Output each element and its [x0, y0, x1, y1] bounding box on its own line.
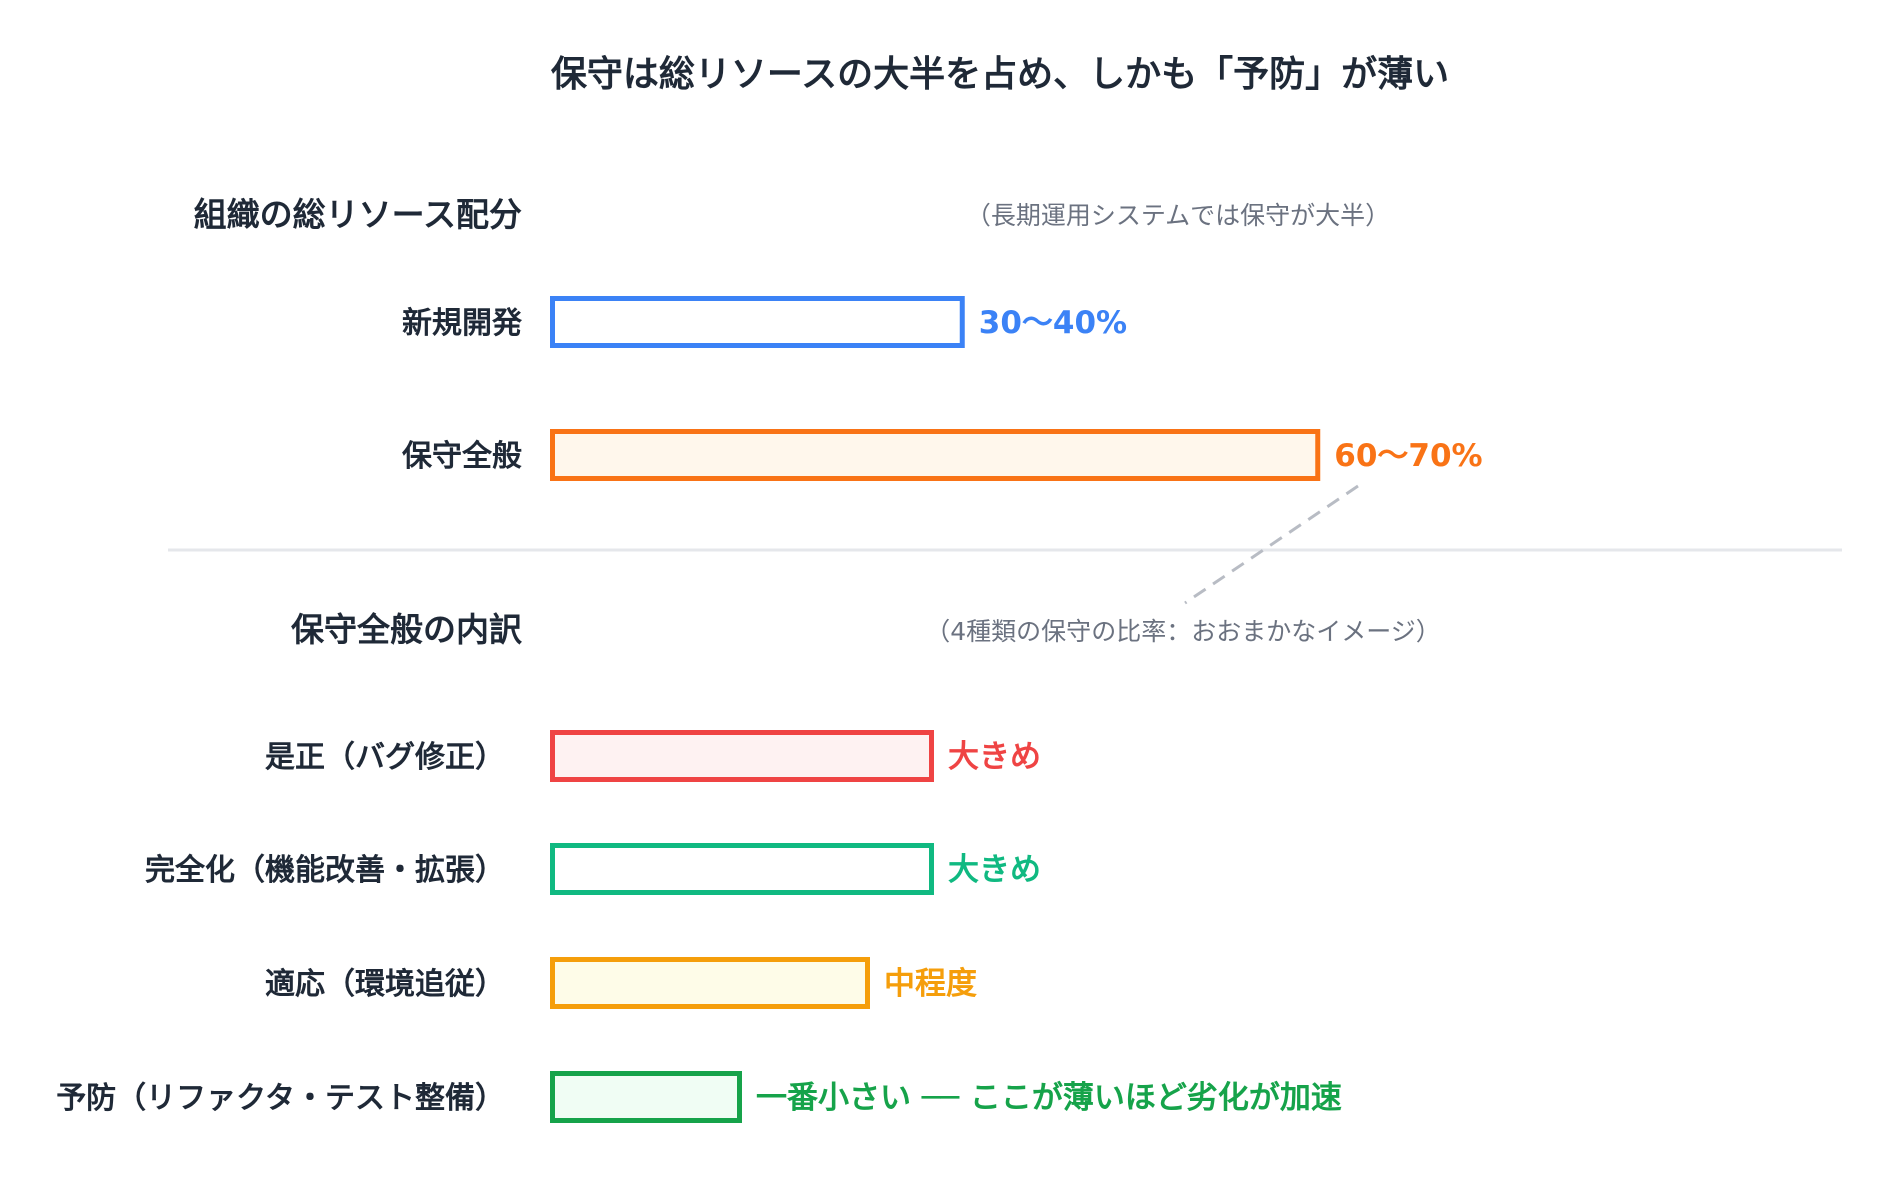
- connector-line: [1184, 484, 1359, 605]
- value-label-1-3: 一番小さい ── ここが薄いほど劣化が加速: [756, 1080, 1342, 1116]
- category-label-1-3: 予防（リファクタ・テスト整備）: [56, 1081, 505, 1116]
- category-label-1-1: 完全化（機能改善・拡張）: [145, 853, 505, 888]
- section-heading-breakdown: 保守全般の内訳: [291, 610, 523, 649]
- value-label-0-1: 60〜70%: [1334, 438, 1482, 474]
- bar-0-1: [550, 429, 1321, 481]
- value-label-1-2: 中程度: [884, 966, 977, 1002]
- bar-1-0: [550, 730, 934, 782]
- section-note-resources: （長期運用システムでは保守が大半）: [966, 201, 1390, 230]
- chart-title: 保守は総リソースの大半を占め、しかも「予防」が薄い: [551, 54, 1449, 95]
- category-label-1-2: 適応（環境追従）: [265, 967, 505, 1002]
- category-label-0-1: 保守全般: [402, 439, 522, 474]
- value-label-1-1: 大きめ: [948, 852, 1041, 888]
- bar-1-2: [550, 957, 870, 1009]
- value-label-1-0: 大きめ: [948, 739, 1041, 775]
- bar-1-3: [550, 1071, 742, 1123]
- bar-0-0: [550, 296, 965, 348]
- section-note-breakdown: （4種類の保守の比率：おおまかなイメージ）: [925, 617, 1440, 646]
- bar-1-1: [550, 843, 934, 895]
- category-label-0-0: 新規開発: [402, 306, 523, 341]
- value-label-0-0: 30〜40%: [979, 305, 1127, 341]
- bar-group-resources: 新規開発 30〜40% 保守全般 60〜70%: [402, 296, 1483, 481]
- section-heading-resources: 組織の総リソース配分: [194, 195, 522, 234]
- category-label-1-0: 是正（バグ修正）: [265, 740, 505, 775]
